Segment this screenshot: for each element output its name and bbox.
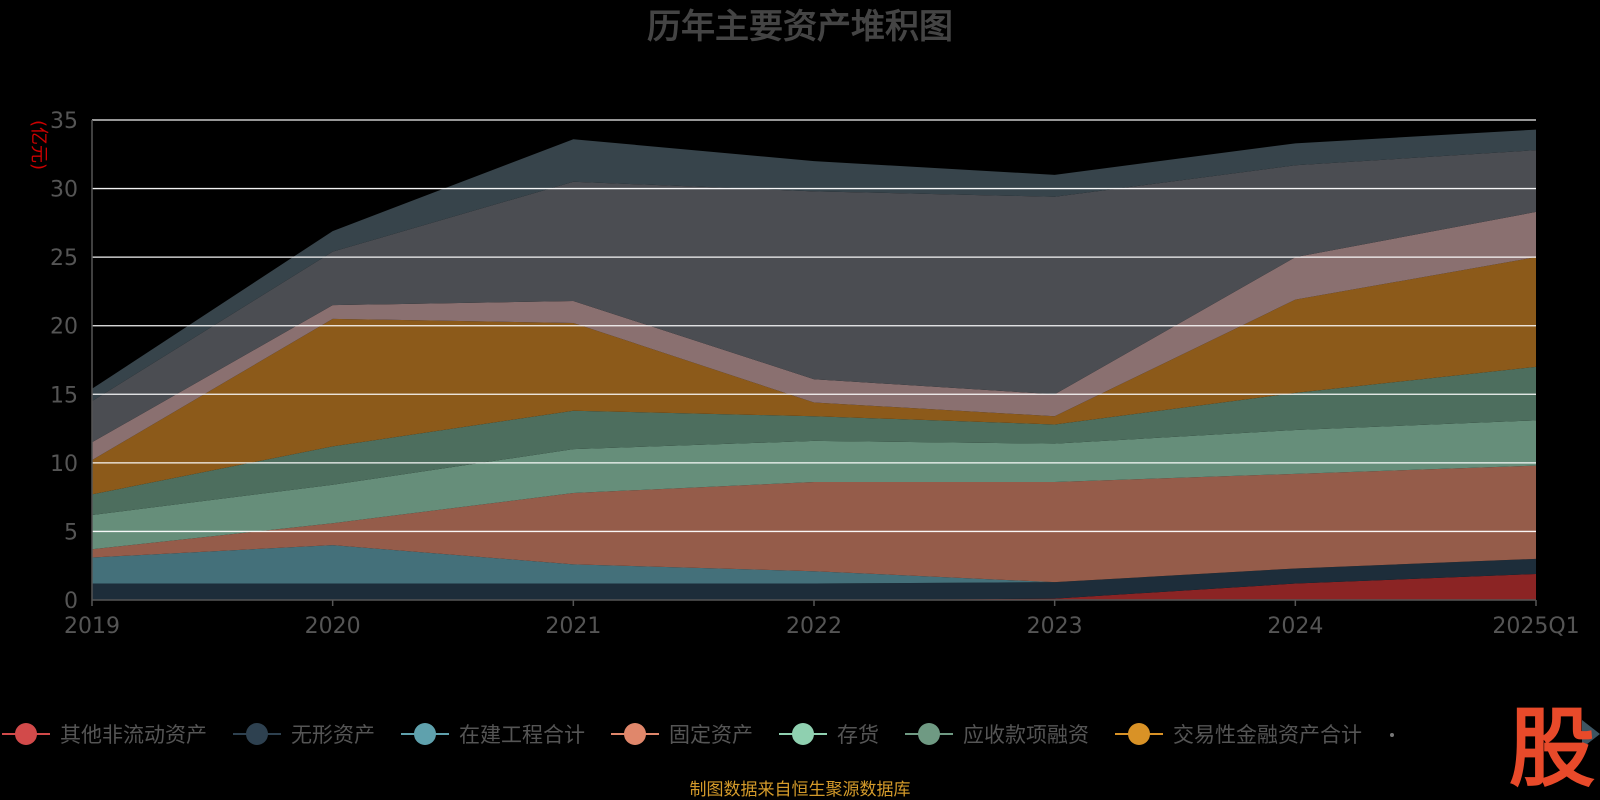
legend-label: 存货: [837, 723, 879, 747]
y-tick-label: 5: [64, 520, 78, 545]
logo-text: 股: [1509, 699, 1595, 799]
legend-label: 交易性金融资产合计: [1173, 723, 1362, 747]
chart-title: 历年主要资产堆积图: [647, 7, 953, 47]
legend-dot-icon: [1128, 723, 1150, 745]
source-note: 制图数据来自恒生聚源数据库: [690, 780, 911, 800]
area-series-1: [92, 558, 1536, 600]
area-series-2: [92, 545, 1536, 584]
legend-label: 在建工程合计: [459, 723, 585, 747]
x-tick-label: 2022: [786, 614, 842, 639]
legend-next-page-arrow-icon[interactable]: [1582, 720, 1600, 748]
area-series-3: [92, 465, 1536, 583]
area-series-0: [92, 573, 1536, 600]
y-axis-unit-label: (亿元): [28, 120, 49, 170]
x-tick-label: 2021: [545, 614, 601, 639]
legend-item[interactable]: 交易性金融资产合计: [1115, 723, 1362, 747]
area-series-group: [92, 129, 1536, 600]
legend-dot-icon: [624, 723, 646, 745]
legend-label: 固定资产: [669, 723, 753, 747]
legend-dot-icon: [15, 723, 37, 745]
legend[interactable]: 其他非流动资产 无形资产 在建工程合计 固定资产 存货 应收款项融资 交易性金融资产合计: [2, 723, 1394, 747]
area-series-5: [92, 366, 1536, 515]
legend-overflow-dot: [1390, 733, 1394, 737]
y-tick-label: 10: [50, 452, 78, 477]
x-tick-label: 2024: [1267, 614, 1323, 639]
axes: 0 5 10 15 20 25 30 35 2019 2020 2021 2022 2023 2024 20…: [50, 109, 1580, 639]
y-tick-label: 0: [64, 589, 78, 614]
y-tick-label: 30: [50, 178, 78, 203]
legend-dot-icon: [918, 723, 940, 745]
area-series-4: [92, 420, 1536, 550]
area-series-9: [92, 129, 1536, 402]
gridlines: [92, 119, 1536, 533]
y-tick-label: 25: [50, 246, 78, 271]
y-tick-label: 35: [50, 109, 78, 134]
legend-item[interactable]: 应收款项融资: [905, 723, 1089, 747]
y-tick-label: 15: [50, 383, 78, 408]
legend-dot-icon: [792, 723, 814, 745]
legend-label: 应收款项融资: [963, 723, 1089, 747]
legend-dot-icon: [414, 723, 436, 745]
legend-item[interactable]: 固定资产: [611, 723, 753, 747]
x-tick-label: 2025Q1: [1492, 614, 1579, 639]
x-tick-label: 2019: [64, 614, 120, 639]
area-series-6: [92, 257, 1536, 495]
y-tick-label: 20: [50, 315, 78, 340]
x-tick-label: 2020: [305, 614, 361, 639]
legend-label: 无形资产: [291, 723, 375, 747]
legend-label: 其他非流动资产: [60, 723, 207, 747]
legend-item[interactable]: 存货: [779, 723, 879, 747]
area-series-8: [92, 150, 1536, 443]
legend-item[interactable]: 其他非流动资产: [2, 723, 207, 747]
legend-item[interactable]: 在建工程合计: [401, 723, 585, 747]
legend-dot-icon: [246, 723, 268, 745]
x-tick-label: 2023: [1027, 614, 1083, 639]
legend-item[interactable]: 无形资产: [233, 723, 375, 747]
